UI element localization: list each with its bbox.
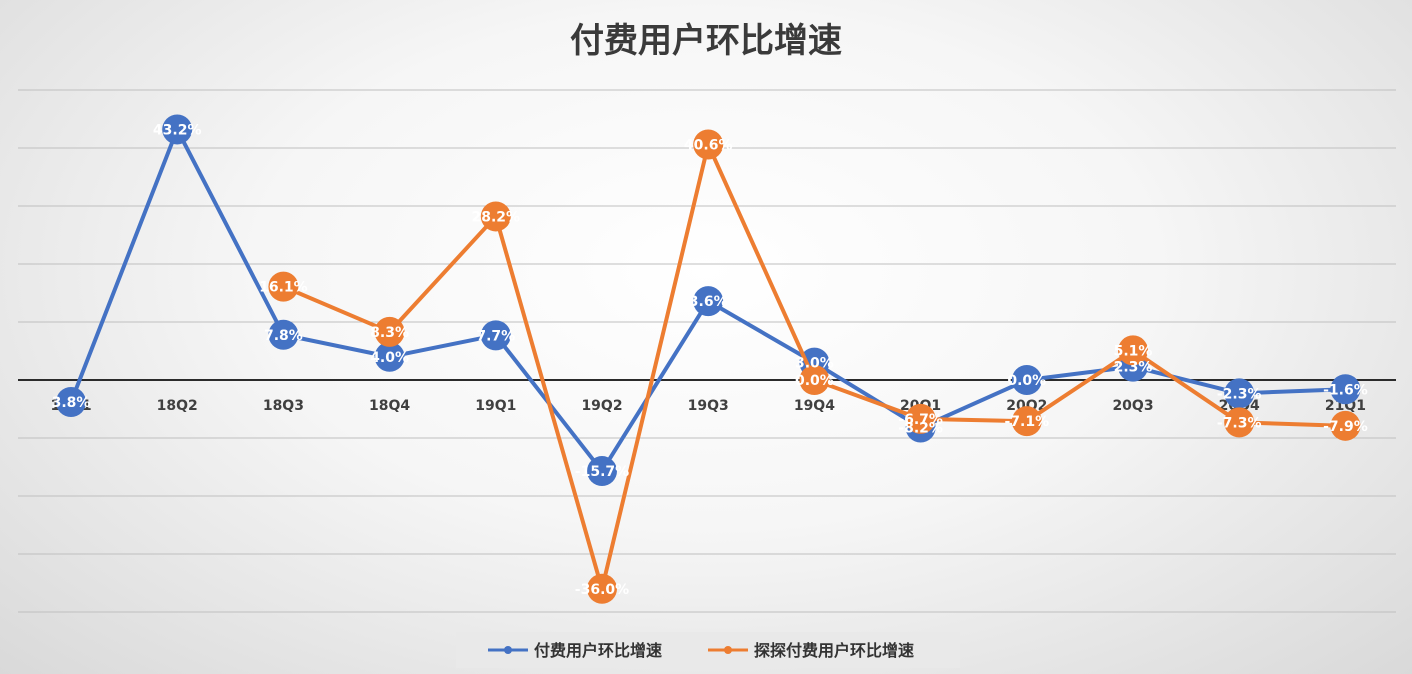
legend-marker-series-2 — [724, 646, 732, 654]
x-tick-label: 19Q1 — [475, 398, 516, 414]
x-tick-label: 18Q4 — [369, 398, 410, 414]
data-label: 28.2% — [472, 209, 521, 225]
data-label: -7.3% — [1217, 415, 1262, 431]
data-label: -7.9% — [1323, 419, 1368, 435]
series-layer — [56, 114, 1361, 604]
x-tick-label: 20Q3 — [1112, 398, 1153, 414]
x-tick-label: 18Q3 — [263, 398, 304, 414]
data-label: 7.8% — [264, 328, 303, 344]
data-label: 0.0% — [1007, 373, 1046, 389]
data-label: -8.2% — [898, 421, 943, 437]
data-point — [693, 129, 724, 160]
data-point — [1224, 378, 1255, 409]
data-label: 7.7% — [476, 328, 515, 344]
x-tick-label: 20Q2 — [1006, 398, 1047, 414]
data-point — [1224, 407, 1255, 438]
data-label: 3.8% — [52, 395, 91, 411]
data-point — [1011, 365, 1042, 395]
data-label: -15.7% — [575, 464, 629, 480]
data-label: 2.3% — [1114, 360, 1153, 376]
x-tick-label: 19Q2 — [581, 398, 622, 414]
legend-item-series-1[interactable]: 付费用户环比增速 — [488, 641, 662, 660]
data-label: 8.3% — [370, 325, 409, 341]
data-point — [480, 320, 511, 351]
data-label: 5.1% — [1114, 343, 1153, 359]
data-labels: 3.8% 43.2% 7.8% 4.0% 7.7% -15.7% 3.6% 3.0% -8.2%… — [52, 122, 1368, 597]
data-point — [56, 387, 86, 418]
data-point — [374, 316, 405, 347]
data-label: -2.3% — [1217, 386, 1262, 402]
data-label: -1.6% — [1323, 382, 1368, 398]
data-point — [1330, 374, 1361, 405]
data-point — [1330, 410, 1361, 441]
data-point — [268, 319, 299, 350]
x-tick-label: 19Q4 — [794, 398, 835, 414]
data-label: 4.0% — [370, 350, 409, 366]
legend: 付费用户环比增速 探探付费用户环比增速 — [456, 632, 960, 668]
legend-label-series-2: 探探付费用户环比增速 — [754, 641, 914, 660]
data-point — [905, 403, 936, 434]
data-label: 16.1% — [259, 280, 308, 296]
data-label: 3.0% — [795, 356, 834, 372]
x-tick-label: 18Q2 — [157, 398, 198, 414]
data-label: -6.7% — [898, 412, 943, 428]
data-point — [374, 341, 405, 372]
data-label: 43.2% — [153, 122, 202, 138]
data-point — [693, 286, 724, 317]
data-point — [587, 456, 617, 487]
data-label: -7.1% — [1004, 414, 1049, 430]
data-point — [480, 201, 511, 232]
legend-item-series-2[interactable]: 探探付费用户环比增速 — [708, 641, 914, 660]
data-point — [268, 271, 299, 302]
legend-label-series-1: 付费用户环比增速 — [534, 641, 662, 660]
series-2 — [268, 129, 1361, 604]
x-axis: 18Q118Q218Q318Q419Q119Q219Q319Q420Q120Q2… — [18, 379, 1396, 414]
data-label: 40.6% — [684, 138, 733, 154]
x-tick-label: 19Q3 — [688, 398, 729, 414]
chart-title: 付费用户环比增速 — [570, 21, 842, 61]
x-tick-label: 21Q1 — [1325, 398, 1366, 414]
data-label: 0.0% — [795, 373, 834, 389]
data-point — [1118, 335, 1148, 366]
gridlines — [18, 89, 1396, 613]
series-1 — [56, 114, 1361, 487]
data-point — [162, 114, 193, 145]
data-label: -36.0% — [575, 582, 629, 598]
legend-marker-series-1 — [504, 646, 512, 654]
data-point — [1011, 406, 1042, 437]
data-point — [799, 365, 830, 395]
data-label: 3.6% — [689, 294, 728, 310]
data-point — [587, 573, 617, 604]
